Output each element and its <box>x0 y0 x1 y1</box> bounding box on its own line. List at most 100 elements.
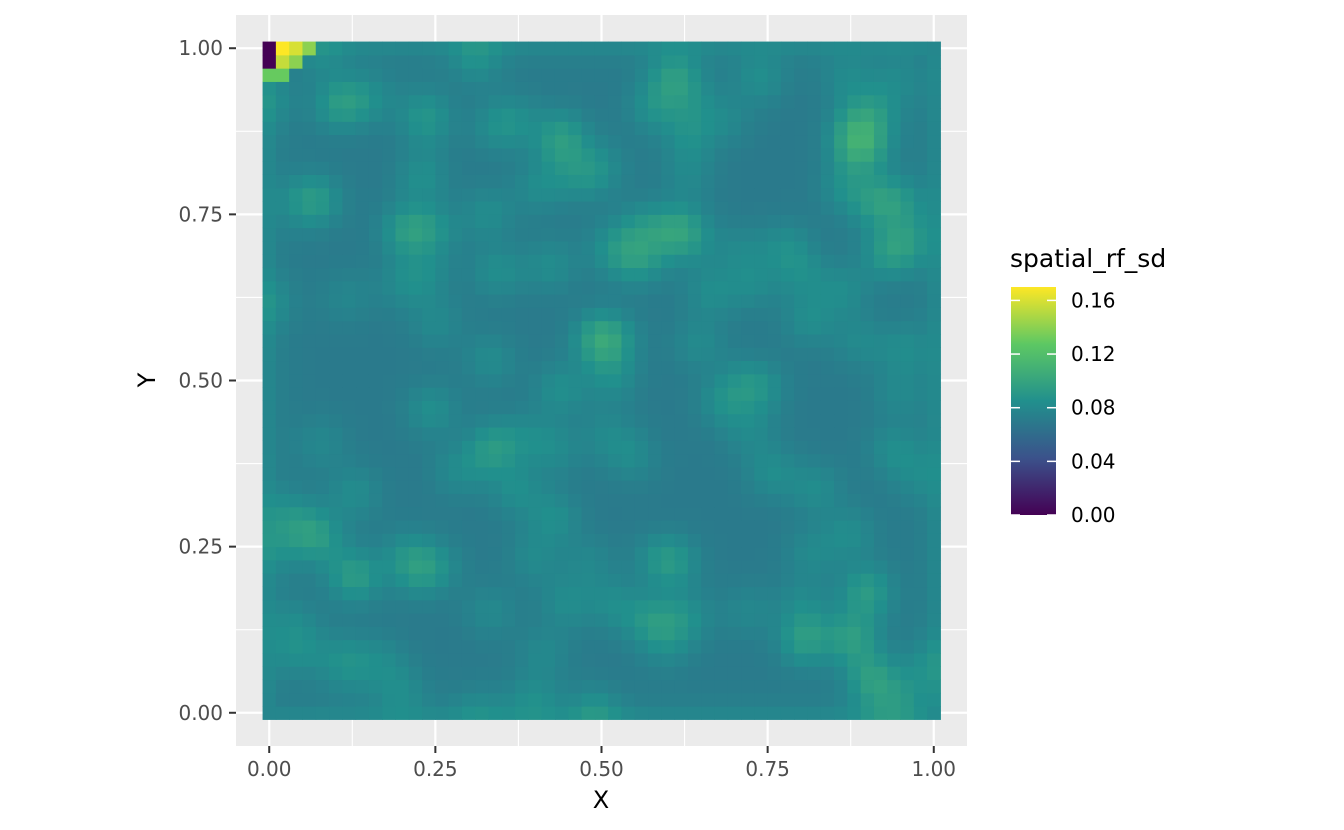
heatmap-cell <box>488 147 503 162</box>
heatmap-cell <box>368 134 383 149</box>
heatmap-cell <box>741 81 755 96</box>
heatmap-cell <box>541 307 556 322</box>
heatmap-cell <box>515 214 529 229</box>
heatmap-cell <box>275 280 290 295</box>
heatmap-cell <box>395 546 410 561</box>
heatmap-cell <box>594 387 609 401</box>
heatmap-cell <box>422 54 436 69</box>
heatmap-cell <box>395 480 410 494</box>
heatmap-cell <box>488 626 503 641</box>
heatmap-cell <box>767 227 782 242</box>
heatmap-cell <box>448 626 463 641</box>
heatmap-cell <box>661 94 676 109</box>
heatmap-cell <box>621 294 636 308</box>
heatmap-cell <box>648 147 662 162</box>
heatmap-cell <box>847 280 862 295</box>
heatmap-cell <box>900 573 915 588</box>
heatmap-cell <box>395 94 410 109</box>
heatmap-cell <box>887 706 902 720</box>
heatmap-cell <box>435 121 450 136</box>
heatmap-cell <box>701 280 715 295</box>
heatmap-cell <box>501 240 516 255</box>
heatmap-cell <box>541 201 556 215</box>
heatmap-cell <box>315 307 330 322</box>
heatmap-cell <box>408 466 423 481</box>
heatmap-cell <box>648 520 662 534</box>
heatmap-cell <box>780 573 795 588</box>
heatmap-cell <box>302 387 317 401</box>
heatmap-cell <box>275 108 290 122</box>
heatmap-cell <box>262 267 277 282</box>
heatmap-cell <box>621 307 636 322</box>
heatmap-cell <box>767 147 782 162</box>
heatmap-cell <box>275 333 290 348</box>
heatmap-cell <box>501 41 516 56</box>
heatmap-cell <box>382 134 396 149</box>
heatmap-cell <box>701 692 715 707</box>
heatmap-cell <box>329 187 343 202</box>
heatmap-cell <box>727 68 742 82</box>
heatmap-cell <box>608 254 622 269</box>
heatmap-cell <box>820 639 835 654</box>
heatmap-cell <box>515 294 529 308</box>
heatmap-cell <box>515 440 529 455</box>
heatmap-cell <box>714 520 729 534</box>
heatmap-cell <box>554 94 569 109</box>
heatmap-cell <box>329 599 343 614</box>
heatmap-cell <box>820 387 835 401</box>
heatmap-cell <box>913 480 928 494</box>
heatmap-cell <box>501 81 516 96</box>
heatmap-cell <box>541 440 556 455</box>
heatmap-cell <box>860 692 875 707</box>
heatmap-cell <box>515 307 529 322</box>
heatmap-cell <box>780 387 795 401</box>
heatmap-cell <box>820 121 835 136</box>
heatmap-cell <box>554 692 569 707</box>
heatmap-cell <box>461 174 476 189</box>
heatmap-cell <box>594 280 609 295</box>
heatmap-cell <box>302 639 317 654</box>
heatmap-cell <box>794 333 809 348</box>
heatmap-cell <box>541 214 556 229</box>
heatmap-cell <box>634 201 649 215</box>
heatmap-cell <box>422 679 436 694</box>
heatmap-cell <box>887 201 902 215</box>
heatmap-cell <box>780 320 795 335</box>
heatmap-cell <box>422 280 436 295</box>
heatmap-cell <box>687 41 702 56</box>
heatmap-cell <box>634 227 649 242</box>
heatmap-cell <box>860 121 875 136</box>
heatmap-cell <box>754 506 769 521</box>
heatmap-cell <box>422 240 436 255</box>
heatmap-cell <box>741 480 755 494</box>
heatmap-cell <box>807 586 822 601</box>
heatmap-cell <box>767 201 782 215</box>
heatmap-cell <box>900 280 915 295</box>
heatmap-cell <box>289 506 303 521</box>
heatmap-cell <box>461 573 476 588</box>
heatmap-cell <box>275 427 290 441</box>
heatmap-cell <box>767 453 782 468</box>
heatmap-cell <box>687 387 702 401</box>
heatmap-cell <box>820 626 835 641</box>
heatmap-cell <box>262 307 277 322</box>
heatmap-cell <box>475 121 490 136</box>
heatmap-cell <box>661 427 676 441</box>
heatmap-cell <box>780 121 795 136</box>
heatmap-cell <box>900 214 915 229</box>
heatmap-cell <box>887 626 902 641</box>
heatmap-cell <box>913 41 928 56</box>
heatmap-cell <box>329 706 343 720</box>
heatmap-cell <box>780 41 795 56</box>
heatmap-cell <box>528 373 543 388</box>
heatmap-cell <box>395 692 410 707</box>
heatmap-cell <box>528 413 543 428</box>
heatmap-cell <box>568 413 583 428</box>
heatmap-cell <box>408 440 423 455</box>
heatmap-cell <box>621 453 636 468</box>
heatmap-cell <box>315 679 330 694</box>
heatmap-cell <box>834 466 848 481</box>
heatmap-cell <box>329 400 343 415</box>
heatmap-cell <box>648 706 662 720</box>
heatmap-cell <box>767 108 782 122</box>
